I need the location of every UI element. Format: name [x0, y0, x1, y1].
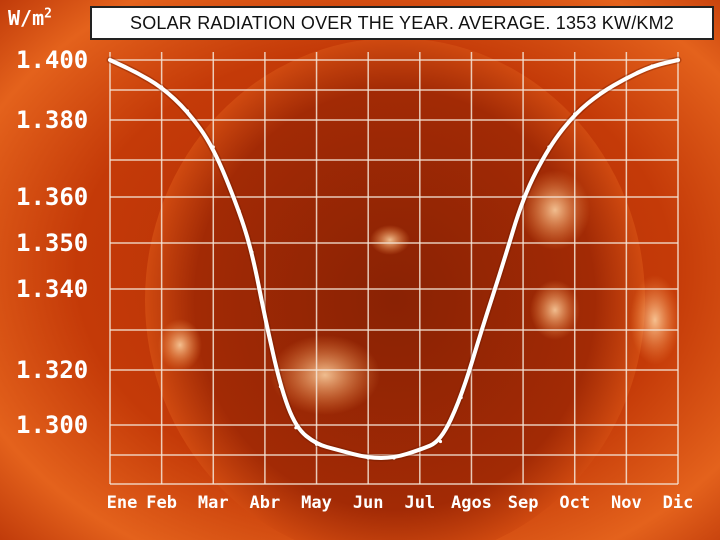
- data-point: [250, 250, 254, 254]
- y-tick-label: 1.380: [16, 106, 88, 134]
- bright-region: [370, 225, 410, 255]
- data-point: [278, 384, 282, 389]
- x-tick-label: Agos: [451, 493, 492, 513]
- data-point: [438, 439, 443, 444]
- series-line: [108, 58, 680, 460]
- bright-region: [630, 275, 680, 365]
- data-point: [598, 91, 603, 95]
- x-tick-label: Sep: [508, 493, 539, 513]
- data-point: [134, 70, 138, 74]
- data-point: [573, 112, 577, 116]
- x-tick-label: Nov: [611, 493, 642, 513]
- data-point: [294, 426, 298, 430]
- data-point: [211, 145, 215, 149]
- x-axis: Ene Feb Mar Abr May Jun Jul Agos Sep Oct Nov Dic: [107, 493, 694, 513]
- x-tick-label: Abr: [250, 493, 281, 513]
- bright-region: [530, 280, 580, 340]
- series: [106, 56, 682, 462]
- y-tick-label: 1.320: [16, 356, 88, 384]
- data-point: [547, 145, 551, 149]
- grid: [109, 52, 679, 485]
- y-axis-unit-text: W/m: [8, 6, 45, 30]
- data-point: [480, 327, 484, 332]
- data-point: [624, 76, 628, 80]
- data-point: [650, 64, 654, 68]
- data-point: [366, 456, 370, 460]
- data-point: [335, 448, 339, 452]
- y-tick-label: 1.340: [16, 275, 88, 303]
- x-tick-label: Mar: [198, 493, 229, 513]
- x-tick-label: Jul: [404, 493, 435, 513]
- bright-region: [270, 335, 380, 415]
- data-point: [237, 209, 241, 213]
- chart-title-text: SOLAR RADIATION OVER THE YEAR. AVERAGE. …: [129, 12, 675, 33]
- y-axis-unit-superscript: 2: [44, 6, 52, 22]
- data-point: [185, 109, 190, 113]
- x-tick-label: Dic: [663, 493, 694, 513]
- data-point: [418, 448, 422, 452]
- y-axis: 1.400 1.380 1.360 1.350 1.340 1.320 1.300: [16, 46, 88, 439]
- bright-region: [520, 170, 590, 250]
- y-tick-label: 1.350: [16, 229, 88, 257]
- y-tick-label: 1.360: [16, 183, 88, 211]
- data-point: [676, 58, 680, 62]
- y-tick-label: 1.300: [16, 411, 88, 439]
- x-tick-label: Jun: [353, 493, 384, 513]
- data-point: [459, 395, 463, 400]
- x-tick-label: Ene: [107, 493, 138, 513]
- x-tick-label: Feb: [146, 493, 177, 513]
- bright-region: [158, 319, 202, 371]
- data-point: [314, 442, 319, 446]
- sun-bright-regions: [158, 170, 680, 415]
- y-tick-label: 1.400: [16, 46, 88, 74]
- x-tick-label: May: [301, 493, 332, 513]
- chart-title: SOLAR RADIATION OVER THE YEAR. AVERAGE. …: [90, 6, 714, 40]
- x-tick-label: Oct: [559, 493, 590, 513]
- y-axis-unit-label: W/m2: [8, 6, 52, 30]
- data-point: [108, 58, 112, 62]
- data-point: [521, 195, 525, 199]
- data-point: [392, 456, 396, 460]
- data-point: [263, 315, 267, 319]
- data-point: [500, 264, 505, 268]
- data-point: [160, 85, 164, 89]
